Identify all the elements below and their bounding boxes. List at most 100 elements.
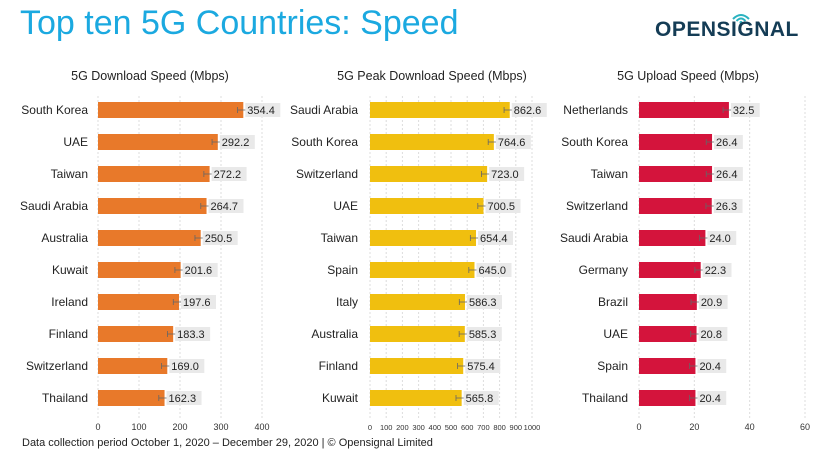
value-label-bg (182, 263, 218, 277)
tick-label: 200 (172, 422, 187, 432)
value-label-bg (698, 295, 728, 309)
chart-title: 5G Upload Speed (Mbps) (617, 69, 759, 83)
category-label: Brazil (598, 295, 628, 309)
tick-label: 60 (800, 422, 810, 432)
value-label: 201.6 (185, 265, 213, 277)
value-label: 26.4 (716, 169, 737, 181)
category-label: Saudi Arabia (290, 103, 358, 117)
value-label-bg (245, 103, 281, 117)
bar (370, 390, 462, 406)
chart-panel-3: 5G Upload Speed (Mbps) 0 20 40 60 Netherlands… (560, 69, 810, 432)
bar (98, 198, 207, 214)
value-label-bg (202, 231, 238, 245)
value-label: 575.4 (467, 361, 495, 373)
category-label: South Korea (21, 103, 88, 117)
category-label: Taiwan (591, 167, 628, 181)
category-label: UAE (603, 327, 628, 341)
bar (370, 294, 465, 310)
category-label: Ireland (51, 295, 88, 309)
value-label-bg (489, 167, 525, 181)
value-label: 183.3 (177, 329, 205, 341)
category-label: Thailand (582, 391, 628, 405)
bar (98, 102, 244, 118)
category-label: Italy (336, 295, 358, 309)
value-label: 20.8 (701, 329, 722, 341)
tick-label: 600 (461, 423, 474, 432)
value-label-bg (698, 327, 728, 341)
tick-label: 400 (429, 423, 442, 432)
value-label-bg (713, 199, 743, 213)
tick-label: 0 (636, 422, 641, 432)
bar (639, 166, 713, 182)
category-label: Finland (319, 359, 358, 373)
bar (639, 358, 696, 374)
tick-label: 900 (510, 423, 523, 432)
tick-label: 1000 (524, 423, 541, 432)
tick-label: 20 (689, 422, 699, 432)
value-label: 700.5 (487, 201, 515, 213)
tick-label: 0 (95, 422, 100, 432)
value-label: 32.5 (733, 105, 754, 117)
charts-area: 5G Download Speed (Mbps)0 100 200 300 400Sou… (20, 69, 810, 432)
value-label: 645.0 (478, 265, 506, 277)
tick-label: 200 (396, 423, 409, 432)
category-label: Finland (49, 327, 88, 341)
category-label: Germany (579, 263, 628, 277)
category-label: Switzerland (26, 359, 88, 373)
value-label-bg (730, 103, 760, 117)
tick-label: 500 (445, 423, 458, 432)
bar (370, 326, 465, 342)
bar (639, 134, 713, 150)
bar (98, 134, 218, 150)
category-label: UAE (63, 135, 88, 149)
bar (98, 358, 168, 374)
category-label: Spain (597, 359, 628, 373)
category-label: Australia (311, 327, 358, 341)
value-label-bg (702, 263, 732, 277)
value-label: 565.8 (466, 393, 494, 405)
value-label: 26.3 (716, 201, 737, 213)
value-label-bg (211, 167, 247, 181)
bar (639, 326, 697, 342)
tick-label: 40 (745, 422, 755, 432)
category-label: Switzerland (566, 199, 628, 213)
value-label: 24.0 (709, 233, 730, 245)
value-label-bg (466, 327, 502, 341)
category-label: Spain (327, 263, 358, 277)
bar (370, 358, 464, 374)
value-label: 20.4 (699, 361, 720, 373)
value-label: 723.0 (491, 169, 519, 181)
category-label: Kuwait (322, 391, 359, 405)
value-label-bg (463, 391, 499, 405)
bar (639, 198, 712, 214)
chart-panel-2: 5G Peak Download Speed (Mbps) 0 100 200 300 4… (290, 69, 547, 432)
value-label: 197.6 (183, 297, 211, 309)
chart-panel-1: 5G Download Speed (Mbps) 0 100 200 300 400 Sou… (20, 69, 281, 432)
value-label-bg (181, 295, 217, 309)
category-label: Thailand (42, 391, 88, 405)
bar (98, 294, 180, 310)
bar (639, 294, 697, 310)
opensignal-logo: OPENSIGNAL (655, 10, 815, 50)
category-label: Switzerland (296, 167, 358, 181)
value-label: 250.5 (205, 233, 233, 245)
bar (639, 262, 701, 278)
value-label-bg (707, 231, 737, 245)
signal-wave-icon (732, 14, 750, 24)
value-label: 272.2 (214, 169, 242, 181)
category-label: Australia (41, 231, 88, 245)
value-label: 862.6 (514, 105, 542, 117)
category-label: UAE (333, 199, 358, 213)
value-label: 22.3 (705, 265, 726, 277)
tick-label: 800 (493, 423, 506, 432)
bar (639, 230, 706, 246)
category-label: Saudi Arabia (560, 231, 628, 245)
value-label: 162.3 (169, 393, 197, 405)
bar (370, 102, 510, 118)
bar (98, 230, 201, 246)
value-label-bg (208, 199, 244, 213)
value-label-bg (495, 135, 531, 149)
value-label: 264.7 (211, 201, 239, 213)
bar (370, 166, 488, 182)
value-label: 292.2 (222, 137, 250, 149)
